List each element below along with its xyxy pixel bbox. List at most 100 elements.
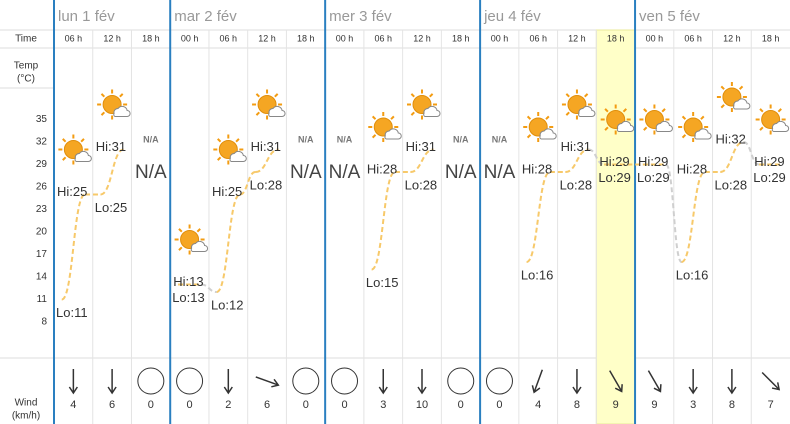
calm-wind xyxy=(137,367,165,395)
arrow-head xyxy=(614,384,623,393)
wind-arrow xyxy=(378,369,388,395)
wind-speed: 0 xyxy=(496,399,502,411)
lo-label: Lo:12 xyxy=(211,297,244,312)
time-row-label: Time xyxy=(15,34,37,45)
sun-ray xyxy=(759,108,764,113)
wind-speed: 2 xyxy=(225,399,231,411)
time-label: 18 h xyxy=(452,33,470,43)
wind-speed: 8 xyxy=(729,399,735,411)
sun-ray xyxy=(584,93,589,98)
time-label: 06 h xyxy=(65,33,83,43)
wind-speed: 0 xyxy=(341,399,347,411)
weather-icon xyxy=(407,89,441,120)
sun-ray xyxy=(255,93,260,98)
wind-speed: 7 xyxy=(768,399,774,411)
time-label: 12 h xyxy=(723,33,741,43)
temp-fall xyxy=(665,163,683,263)
temp-rise xyxy=(410,148,434,173)
arrow-head xyxy=(531,385,541,394)
wind-speed: 0 xyxy=(458,399,464,411)
lo-label: Lo:16 xyxy=(521,267,554,282)
wind-speed: 0 xyxy=(303,399,309,411)
hi-label: Hi:25 xyxy=(212,184,242,199)
lo-label: Lo:16 xyxy=(676,267,709,282)
wind-arrow xyxy=(68,369,78,395)
lo-label: Lo:28 xyxy=(405,177,438,192)
temp-rise xyxy=(60,193,86,301)
hi-label: Hi:28 xyxy=(367,161,397,176)
na-temp: N/A xyxy=(484,162,516,183)
cloud xyxy=(384,128,402,140)
y-tick-label: 20 xyxy=(36,227,48,238)
sun-ray xyxy=(720,85,725,90)
hi-label: Hi:31 xyxy=(96,139,126,154)
time-label: 12 h xyxy=(103,33,121,43)
arrow-shaft xyxy=(761,371,780,391)
temp-row-label: Temp xyxy=(14,61,39,72)
sun-ray xyxy=(681,115,687,120)
sun-ray xyxy=(661,108,666,113)
calm-wind xyxy=(176,367,204,395)
hi-label: Hi:29 xyxy=(638,154,668,169)
sun-ray xyxy=(235,138,240,143)
weather-icon xyxy=(755,104,790,135)
sun-ray xyxy=(217,156,222,161)
weather-icon xyxy=(174,224,209,255)
sun-ray xyxy=(255,111,260,116)
arrow-shaft xyxy=(609,370,623,392)
time-label: 00 h xyxy=(491,33,509,43)
temp-unit-label: (°C) xyxy=(17,74,35,85)
y-tick-label: 8 xyxy=(41,317,47,328)
temp-rise xyxy=(565,148,589,173)
y-tick-label: 17 xyxy=(36,249,48,260)
cloud xyxy=(578,105,596,117)
wind-arrow xyxy=(761,371,781,391)
sun-ray xyxy=(410,93,415,98)
cloud xyxy=(74,150,92,162)
na-icon: N/A xyxy=(143,134,159,144)
hi-label: Hi:29 xyxy=(754,154,784,169)
arrow-shaft xyxy=(647,370,662,392)
lo-label: Lo:29 xyxy=(598,170,631,185)
time-label: 00 h xyxy=(181,33,199,43)
cloud xyxy=(190,240,209,252)
wind-arrow xyxy=(688,369,698,395)
hi-label: Hi:28 xyxy=(677,161,707,176)
y-tick-label: 26 xyxy=(36,182,48,193)
day-label: mer 3 fév xyxy=(329,8,392,25)
wind-arrow xyxy=(572,369,582,395)
sun-ray xyxy=(643,108,648,113)
time-label: 12 h xyxy=(568,33,586,43)
sun-ray xyxy=(700,115,705,120)
hi-label: Hi:31 xyxy=(251,139,281,154)
time-label: 00 h xyxy=(336,33,354,43)
time-label: 06 h xyxy=(529,33,547,43)
temp-rise xyxy=(526,171,551,263)
na-temp: N/A xyxy=(290,162,322,183)
na-icon: N/A xyxy=(453,134,469,144)
wind-speed: 10 xyxy=(416,399,428,411)
cloud xyxy=(733,98,751,110)
weather-icon xyxy=(523,112,557,142)
sun-ray xyxy=(681,134,687,139)
weather-icon xyxy=(639,104,673,135)
weather-icon xyxy=(252,89,286,120)
wind-speed: 9 xyxy=(613,399,619,411)
day-label: jeu 4 fév xyxy=(483,8,541,25)
arrow-head xyxy=(771,382,781,391)
sun-ray xyxy=(526,115,532,120)
temp-rise xyxy=(370,171,396,271)
sun-ray xyxy=(274,93,279,98)
wind-speed: 4 xyxy=(70,399,76,411)
sun-ray xyxy=(119,93,124,98)
sun-ray xyxy=(545,115,550,120)
sun-ray xyxy=(80,138,85,143)
hi-label: Hi:32 xyxy=(716,131,746,146)
lo-label: Lo:28 xyxy=(715,177,748,192)
arrow-head xyxy=(271,378,280,388)
arrow-head xyxy=(653,384,662,393)
y-tick-label: 29 xyxy=(36,159,48,170)
time-label: 06 h xyxy=(374,33,392,43)
wind-row-label: Wind xyxy=(15,398,38,409)
hi-label: Hi:31 xyxy=(406,139,436,154)
